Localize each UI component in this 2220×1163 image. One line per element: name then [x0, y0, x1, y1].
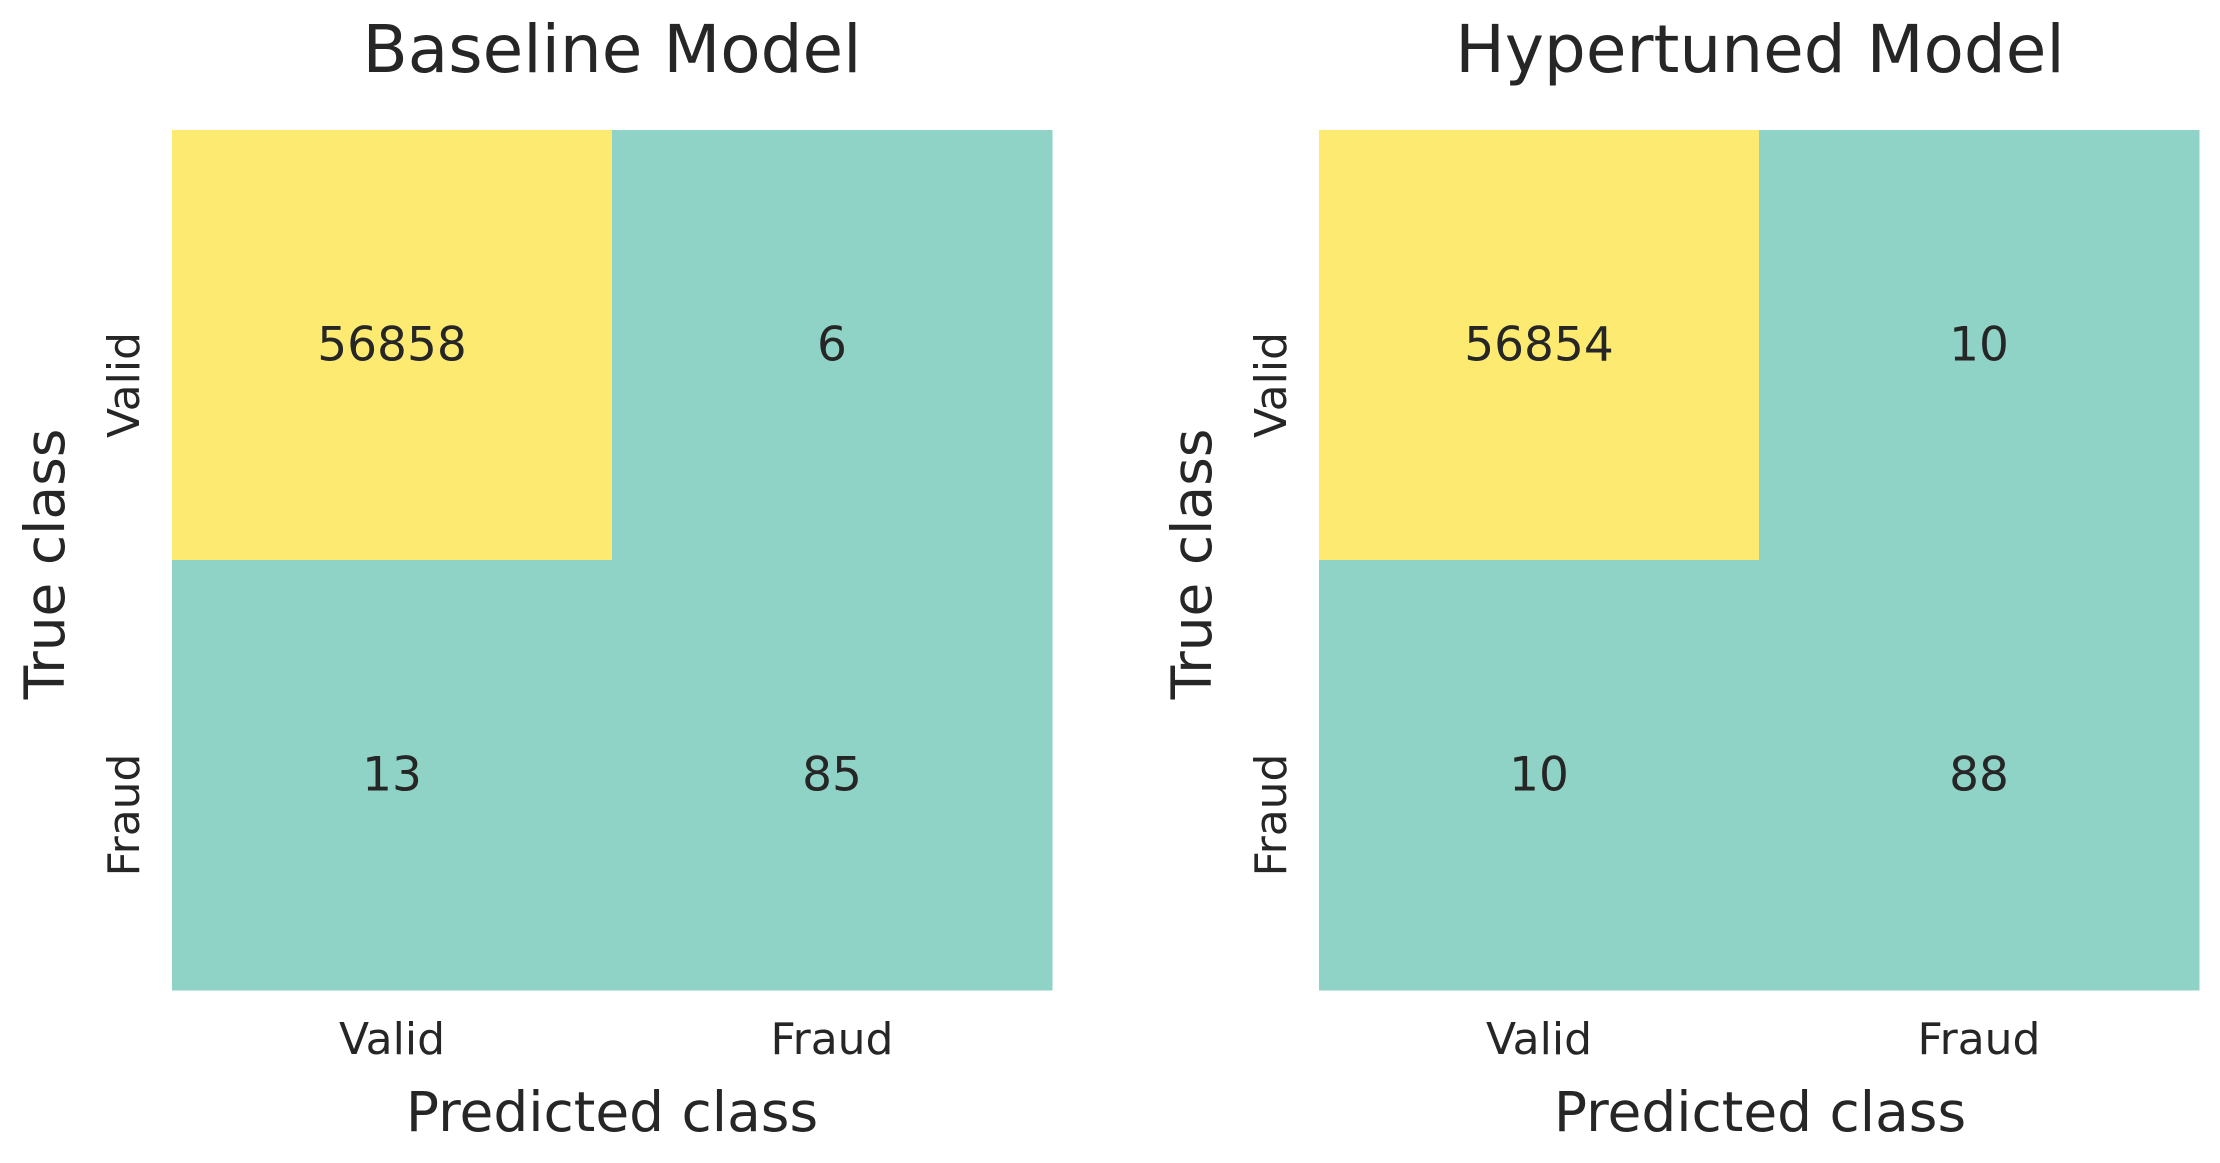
x-tick-label: Fraud [771, 1014, 894, 1065]
y-tick-label: Valid [1246, 332, 1297, 438]
y-tick-label: Fraud [1246, 754, 1297, 877]
x-axis-label: Predicted class [1554, 1080, 1966, 1144]
cell-values: 56858 6 13 85 [317, 318, 862, 803]
panel-hypertuned: Hypertuned Model 56854 10 10 88 Valid Fraud… [1160, 11, 2200, 1144]
y-tick-label: Fraud [99, 754, 150, 877]
heatmap-cell [612, 130, 1053, 561]
heatmap-cell [1759, 130, 2200, 561]
cell-values: 56854 10 10 88 [1464, 318, 2009, 803]
cell-value-label: 88 [1949, 748, 2009, 803]
x-tick-label: Fraud [1918, 1014, 2041, 1065]
y-axis-label: True class [1160, 429, 1224, 701]
cell-value-label: 10 [1509, 748, 1569, 803]
chart-title: Hypertuned Model [1455, 11, 2065, 88]
heatmap-cell [612, 560, 1053, 991]
x-tick-label: Valid [339, 1014, 445, 1065]
chart-title: Baseline Model [363, 11, 862, 88]
panel-baseline: Baseline Model 56858 6 13 85 Valid Fraud Va… [13, 11, 1053, 1144]
heatmap-cell [172, 560, 613, 991]
y-tick-label: Valid [99, 332, 150, 438]
cell-value-label: 85 [802, 748, 862, 803]
cell-value-label: 56858 [317, 318, 467, 373]
x-tick-label: Valid [1486, 1014, 1592, 1065]
cell-value-label: 6 [817, 318, 847, 373]
cell-value-label: 56854 [1464, 318, 1614, 373]
x-axis-label: Predicted class [406, 1080, 818, 1144]
heatmap-cell [1759, 560, 2200, 991]
heatmap-cell [1319, 560, 1760, 991]
heatmap-cells [172, 130, 1053, 991]
cell-value-label: 13 [362, 748, 422, 803]
heatmap-cells [1319, 130, 2200, 991]
heatmap-cell [1319, 130, 1760, 561]
cell-value-label: 10 [1949, 318, 2009, 373]
heatmap-cell [172, 130, 613, 561]
y-axis-label: True class [13, 429, 77, 701]
